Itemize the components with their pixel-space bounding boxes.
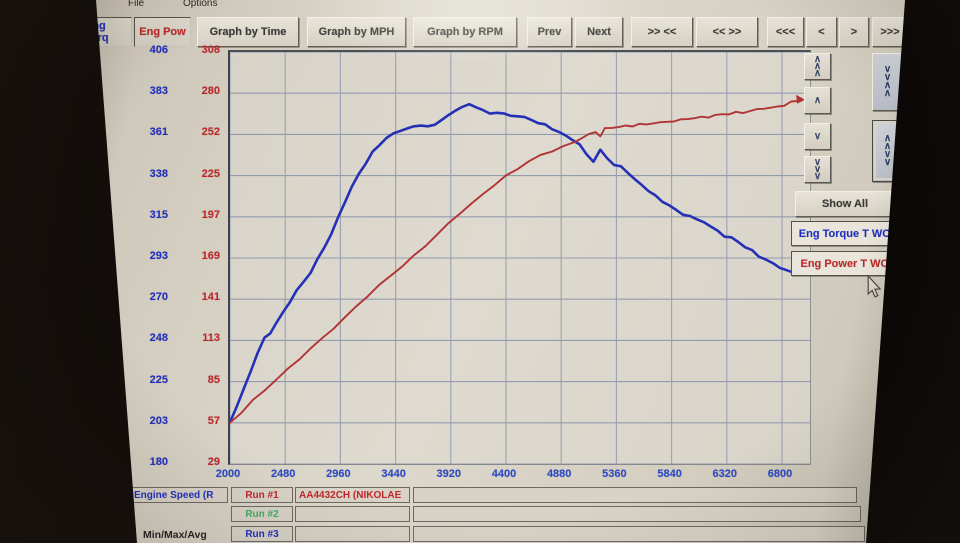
legend-eng-torque[interactable]: Eng Torque T WC <box>791 221 898 246</box>
pan-left-button[interactable]: < <box>806 17 837 47</box>
expand-y-scale-button[interactable]: ∧ ∧ ∨ ∨ <box>872 120 903 182</box>
rpm-axis-tick: 2960 <box>326 468 351 480</box>
torque-axis-tick: 338 <box>149 167 168 180</box>
dyno-chart[interactable] <box>228 50 811 465</box>
chevrons-expand-icon: ∧ ∧ ∨ ∨ <box>883 133 892 168</box>
run1-button[interactable]: Run #1 <box>231 487 293 503</box>
torque-axis-tick: 406 <box>149 44 168 56</box>
run3-name-field[interactable] <box>295 526 410 542</box>
run2-comment-field[interactable] <box>413 506 861 522</box>
power-axis-tick: 169 <box>201 250 220 262</box>
chevron-down-icon: ∨ <box>813 131 822 142</box>
prev-button[interactable]: Prev <box>527 17 572 47</box>
triple-chevron-up-icon: ∧ ∧ ∧ <box>813 54 822 79</box>
power-axis-tick: 280 <box>201 85 220 98</box>
run2-name-field[interactable] <box>295 506 410 522</box>
power-axis-tick: 29 <box>207 456 220 468</box>
torque-axis-tick: 383 <box>149 85 168 98</box>
torque-axis-tick: 361 <box>149 126 168 139</box>
run3-button[interactable]: Run #3 <box>231 526 293 542</box>
graph-by-rpm-button[interactable]: Graph by RPM <box>413 17 517 47</box>
power-axis-tick: 197 <box>201 208 220 221</box>
mouse-cursor-icon <box>867 276 882 298</box>
pan-right-fast-button[interactable]: >>> <box>872 17 908 47</box>
rpm-axis-tick: 3440 <box>381 468 406 480</box>
graph-by-time-button[interactable]: Graph by Time <box>197 17 299 47</box>
min-max-avg-label: Min/Max/Avg <box>143 529 207 541</box>
torque-axis-tick: 270 <box>149 291 168 304</box>
menu-file[interactable]: File <box>128 0 145 9</box>
chevron-up-icon: ∧ <box>813 95 822 106</box>
rpm-axis-tick: 5840 <box>657 468 682 480</box>
rpm-axis-tick: 4880 <box>546 468 572 480</box>
rpm-axis-tick: 4400 <box>491 468 517 480</box>
torque-axis-tick: 315 <box>149 208 168 221</box>
torque-axis-tick: 248 <box>149 332 168 345</box>
tab-eng-torque[interactable]: Eng Torq <box>84 17 132 47</box>
run2-button[interactable]: Run #2 <box>231 506 293 522</box>
scroll-down-button[interactable]: ∨ <box>804 123 831 150</box>
legend-eng-power[interactable]: Eng Power T WC <box>791 251 898 276</box>
power-axis-tick: 252 <box>201 126 220 139</box>
scroll-up-button[interactable]: ∧ <box>804 87 831 114</box>
scroll-down-fast-button[interactable]: ∨ ∨ ∨ <box>804 156 831 183</box>
torque-axis-tick: 180 <box>149 456 168 468</box>
zoom-in-x-button[interactable]: >> << <box>631 17 693 47</box>
tab-eng-power[interactable]: Eng Pow <box>134 17 191 47</box>
power-axis-tick: 57 <box>207 414 220 427</box>
triple-chevron-down-icon: ∨ ∨ ∨ <box>813 157 822 182</box>
power-axis-tick: 113 <box>202 332 220 345</box>
torque-axis-tick: 203 <box>149 414 168 427</box>
rpm-axis-tick: 2000 <box>215 468 241 480</box>
scroll-up-fast-button[interactable]: ∧ ∧ ∧ <box>804 53 831 80</box>
rpm-axis-tick: 3920 <box>436 468 462 480</box>
menu-options[interactable]: Options <box>183 0 218 9</box>
power-axis-tick: 308 <box>201 44 220 56</box>
rpm-axis-tick: 6800 <box>767 468 793 480</box>
torque-axis-tick: 225 <box>149 373 168 386</box>
run3-comment-field[interactable] <box>413 526 865 542</box>
run1-comment-field[interactable] <box>413 487 857 503</box>
next-button[interactable]: Next <box>575 17 623 47</box>
power-axis-tick: 85 <box>207 373 220 386</box>
torque-axis-tick: 293 <box>149 250 168 262</box>
channel-label-engine-speed: Engine Speed (R <box>130 487 228 503</box>
rpm-axis-tick: 5360 <box>602 468 627 480</box>
collapse-y-scale-button[interactable]: ∨ ∨ ∧ ∧ <box>872 53 903 111</box>
show-all-button[interactable]: Show All <box>795 191 895 217</box>
zoom-out-x-button[interactable]: << >> <box>696 17 758 47</box>
run1-name-field[interactable]: AA4432CH (NIKOLAE <box>295 487 410 503</box>
rpm-axis-tick: 6320 <box>712 468 738 480</box>
graph-by-mph-button[interactable]: Graph by MPH <box>307 17 406 47</box>
pan-right-button[interactable]: > <box>839 17 869 47</box>
power-axis-tick: 225 <box>201 167 220 180</box>
power-axis-tick: 141 <box>201 291 220 304</box>
dyno-chart-svg <box>230 52 810 464</box>
rpm-axis-tick: 2480 <box>270 468 296 480</box>
pan-left-fast-button[interactable]: <<< <box>767 17 804 47</box>
chevrons-collapse-icon: ∨ ∨ ∧ ∧ <box>883 64 892 99</box>
